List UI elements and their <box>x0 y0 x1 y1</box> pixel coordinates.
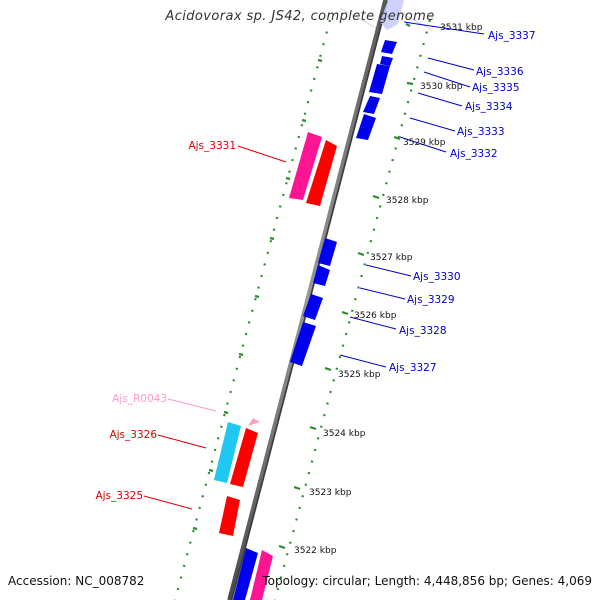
gene-3326-cyan[interactable] <box>214 422 241 483</box>
scale-label: 3530 kbp <box>420 82 463 92</box>
gene-3333[interactable] <box>363 96 380 114</box>
scale-label: 3522 kbp <box>294 546 337 556</box>
gene-label-3331[interactable]: Ajs_3331 <box>188 140 236 152</box>
gene-label-3330[interactable]: Ajs_3330 <box>413 271 461 283</box>
gene-3335[interactable] <box>380 56 393 66</box>
gene-3326[interactable] <box>230 428 258 487</box>
scale-labels: 3531 kbp 3530 kbp 3529 kbp 3528 kbp 3527… <box>294 23 483 556</box>
leader-lines <box>143 21 485 510</box>
gene-3331b[interactable] <box>306 140 337 206</box>
scale-label: 3525 kbp <box>338 370 381 380</box>
scale-label: 3531 kbp <box>440 23 483 33</box>
gene-label-3329[interactable]: Ajs_3329 <box>407 294 455 306</box>
gene-label-3328[interactable]: Ajs_3328 <box>399 325 447 337</box>
gene-label-3325[interactable]: Ajs_3325 <box>95 490 143 502</box>
gene-label-3336[interactable]: Ajs_3336 <box>476 66 524 78</box>
tick-track-left <box>173 19 332 600</box>
gene-3337[interactable] <box>380 0 404 30</box>
scale-label: 3526 kbp <box>354 311 397 321</box>
scale-label: 3524 kbp <box>323 429 366 439</box>
scale-label: 3529 kbp <box>403 138 446 148</box>
major-ticks <box>278 23 414 550</box>
gene-3336[interactable] <box>381 40 397 54</box>
gene-label-3326[interactable]: Ajs_3326 <box>109 429 157 441</box>
gene-label-r0043[interactable]: Ajs_R0043 <box>112 393 167 405</box>
gene-labels: Ajs_3337 Ajs_3336 Ajs_3335 Ajs_3334 Ajs_… <box>95 30 535 502</box>
gene-label-3337[interactable]: Ajs_3337 <box>488 30 536 42</box>
gene-3329[interactable] <box>313 265 330 286</box>
gene-label-3327[interactable]: Ajs_3327 <box>389 362 437 374</box>
guide-line <box>339 7 381 31</box>
gene-3334[interactable] <box>369 64 390 94</box>
gene-bottom-blue[interactable] <box>233 548 258 600</box>
scale-label: 3528 kbp <box>386 196 429 206</box>
gene-label-3332[interactable]: Ajs_3332 <box>450 148 498 160</box>
gene-label-3335[interactable]: Ajs_3335 <box>472 82 520 94</box>
accession-label: Accession: NC_008782 <box>8 574 145 588</box>
tick-track-right <box>273 19 432 600</box>
map-title: Acidovorax sp. JS42, complete genome <box>165 9 435 24</box>
rna-r0043[interactable] <box>248 418 260 426</box>
scale-label: 3523 kbp <box>309 488 352 498</box>
gene-bottom-magenta[interactable] <box>250 550 273 600</box>
gene-3327[interactable] <box>290 322 316 366</box>
scale-label: 3527 kbp <box>370 253 413 263</box>
gene-3328[interactable] <box>303 294 323 320</box>
gene-3325[interactable] <box>219 496 240 536</box>
topology-label: Topology: circular; Length: 4,448,856 bp… <box>262 574 592 588</box>
gene-label-3334[interactable]: Ajs_3334 <box>465 101 513 113</box>
gene-3330[interactable] <box>318 238 337 266</box>
genome-backbone <box>227 0 387 600</box>
gene-3332[interactable] <box>356 114 376 140</box>
gene-3331a[interactable] <box>289 132 322 200</box>
gene-label-3333[interactable]: Ajs_3333 <box>457 126 505 138</box>
major-ticks-left <box>192 58 323 531</box>
